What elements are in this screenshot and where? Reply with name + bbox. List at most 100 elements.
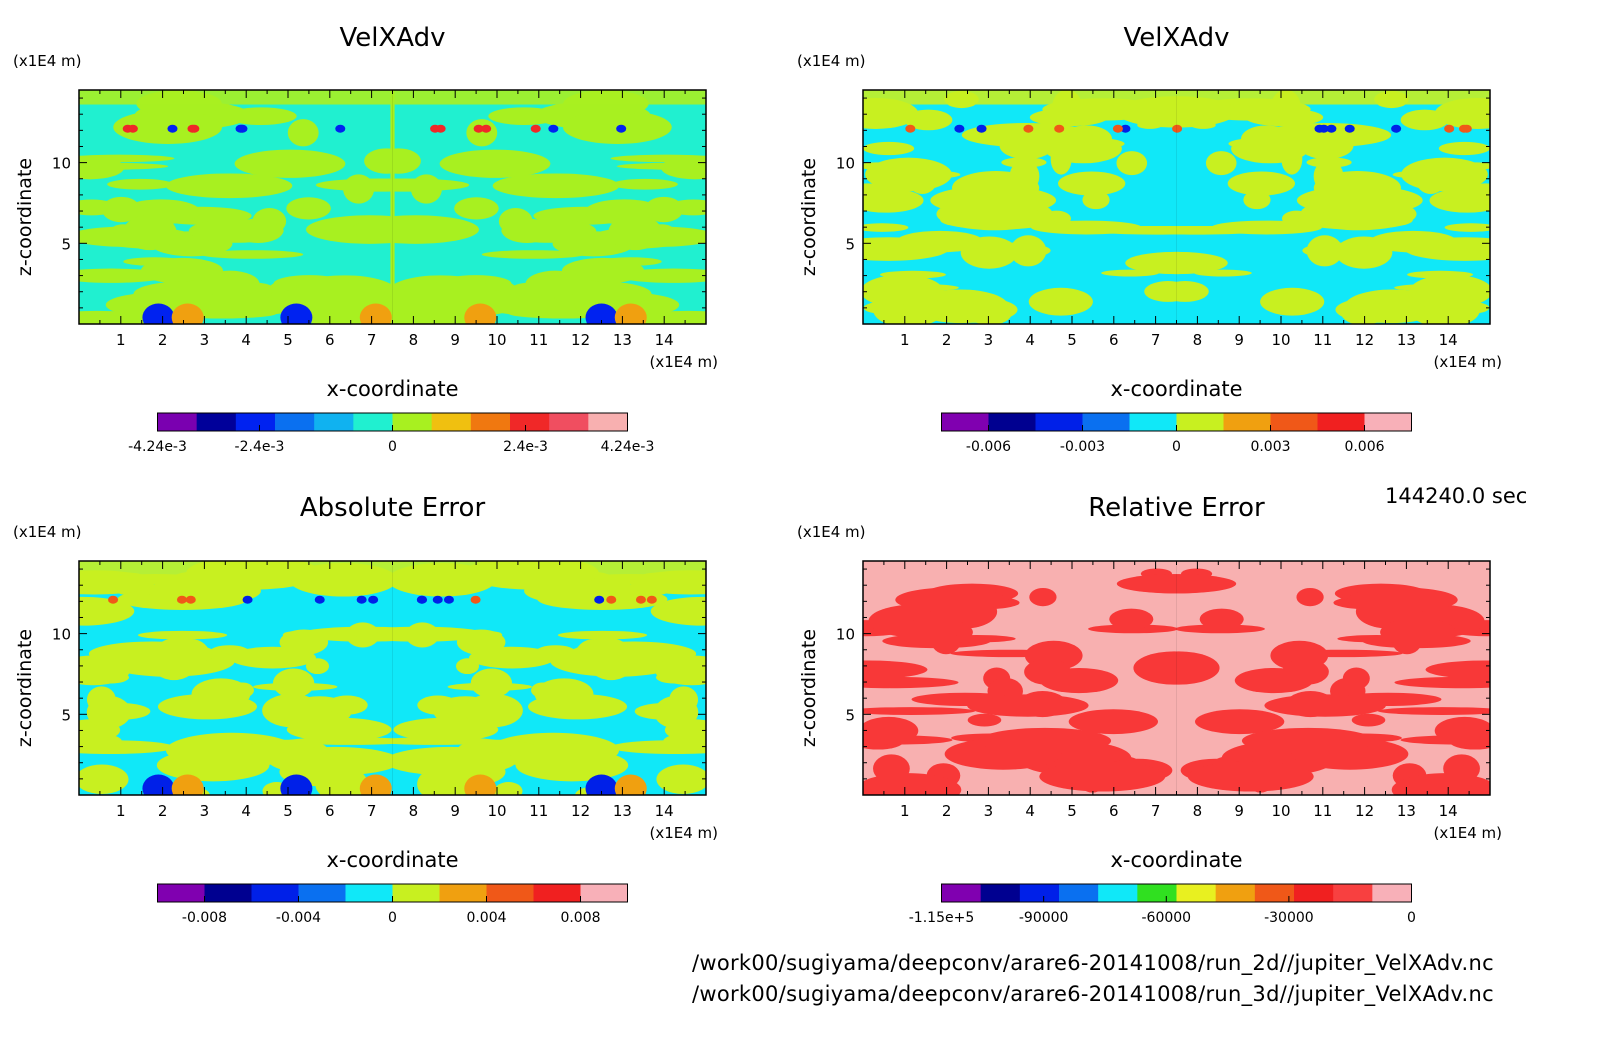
field-blob-low [585, 774, 618, 795]
field-region [417, 695, 459, 715]
x-axis-label: x-coordinate [1110, 377, 1242, 401]
field-region [874, 166, 901, 182]
field-region [262, 693, 322, 728]
field-region [1260, 287, 1325, 316]
x-axis-ticks: 1 2 3 4 5 6 7 8 9 10 11 12 13 14 [883, 561, 1470, 820]
field-region [656, 764, 706, 795]
x-tick-label: 2 [158, 802, 168, 820]
x-tick-label: 12 [571, 331, 590, 349]
colorbar-swatch [941, 413, 989, 431]
x-axis-ticks: 1 2 3 4 5 6 7 8 9 10 11 12 13 14 [99, 90, 686, 349]
field-region [1109, 608, 1154, 630]
field-blob [646, 595, 657, 604]
y-axis-label: z-coordinate [798, 158, 820, 276]
field-region [375, 148, 421, 174]
x-tick-label: 14 [1439, 802, 1458, 820]
field-blob [237, 124, 248, 133]
x-unit-label: (x1E4 m) [1433, 824, 1502, 842]
field-region [655, 655, 706, 686]
x-tick-label: 8 [1193, 331, 1203, 349]
field-region [1029, 587, 1057, 607]
field-region [1101, 269, 1159, 277]
y-tick-label: 10 [836, 155, 855, 173]
x-tick-label: 5 [283, 802, 293, 820]
field-region [488, 107, 560, 125]
colorbar-tick-label: 0 [1172, 439, 1181, 455]
field-blob [594, 595, 605, 604]
colorbar-tick-label: -0.006 [966, 439, 1011, 455]
field-blob [1391, 124, 1402, 133]
x-tick-label: 6 [325, 331, 335, 349]
colorbar-tick-label: -0.008 [182, 910, 227, 926]
heatmap-field [79, 90, 706, 324]
colorbar-swatch [392, 413, 433, 431]
field-region [165, 173, 293, 199]
x-axis-label: x-coordinate [326, 377, 458, 401]
field-region [481, 250, 584, 259]
field-region [1438, 141, 1490, 156]
field-region [234, 149, 346, 178]
colorbar: -1.15e+5 -90000 -60000 -30000 0 [909, 883, 1416, 926]
field-region [1394, 283, 1490, 292]
field-blob-low [142, 303, 175, 324]
field-region [1231, 134, 1309, 164]
x-unit-label: (x1E4 m) [1433, 353, 1502, 371]
field-blob [1461, 124, 1472, 133]
field-region [157, 693, 257, 720]
colorbar-swatch [353, 413, 393, 431]
colorbar-tick-label: -0.003 [1060, 439, 1105, 455]
x-tick-label: 11 [529, 802, 548, 820]
field-region [967, 713, 1002, 727]
field-region [863, 283, 959, 292]
field-blob [470, 595, 481, 604]
field-region [1452, 166, 1479, 182]
colorbar-tick-label: -1.15e+5 [909, 910, 974, 926]
x-tick-label: 14 [655, 802, 674, 820]
colorbar-swatch [204, 884, 252, 902]
x-tick-label: 6 [1109, 802, 1119, 820]
field-region [863, 98, 919, 129]
field-region [439, 149, 551, 178]
field-region [137, 630, 228, 640]
colorbar-frame [941, 883, 1412, 903]
y-tick-label: 10 [52, 155, 71, 173]
x-unit-label: (x1E4 m) [649, 353, 718, 371]
field-region [1425, 660, 1490, 679]
field-region [1409, 292, 1480, 324]
colorbar-swatch [157, 884, 205, 902]
colorbar-tick-label: -0.004 [276, 910, 321, 926]
x-tick-label: 9 [1234, 802, 1244, 820]
field-region [434, 276, 459, 284]
field-region [1351, 713, 1386, 727]
x-tick-label: 4 [1025, 331, 1035, 349]
y-axis-ticks: 5 10 [836, 97, 1490, 309]
field-region [863, 707, 976, 715]
x-tick-label: 1 [900, 331, 910, 349]
field-region [561, 257, 645, 284]
field-region [410, 174, 442, 204]
heatmap-field [79, 561, 706, 795]
field-blob [416, 595, 427, 604]
field-region [352, 626, 487, 642]
field-blob-low [585, 303, 618, 324]
field-region [1355, 126, 1383, 142]
x-tick-label: 1 [900, 802, 910, 820]
field-region [201, 250, 304, 259]
colorbar-tick-label: -30000 [1264, 910, 1314, 926]
x-tick-label: 3 [984, 331, 994, 349]
field-region [967, 694, 1089, 717]
colorbar-swatch [1176, 413, 1224, 431]
field-region [1415, 164, 1446, 194]
field-region [188, 218, 284, 243]
field-region [584, 574, 674, 585]
field-region [466, 119, 498, 147]
colorbar-swatch [486, 884, 534, 902]
field-region [326, 276, 351, 284]
x-tick-label: 1 [116, 331, 126, 349]
field-region [650, 224, 674, 236]
field-region [907, 164, 938, 194]
field-blob [606, 595, 617, 604]
colorbar-tick-label: 0 [1407, 910, 1416, 926]
field-region [249, 740, 315, 753]
field-region [863, 237, 949, 261]
